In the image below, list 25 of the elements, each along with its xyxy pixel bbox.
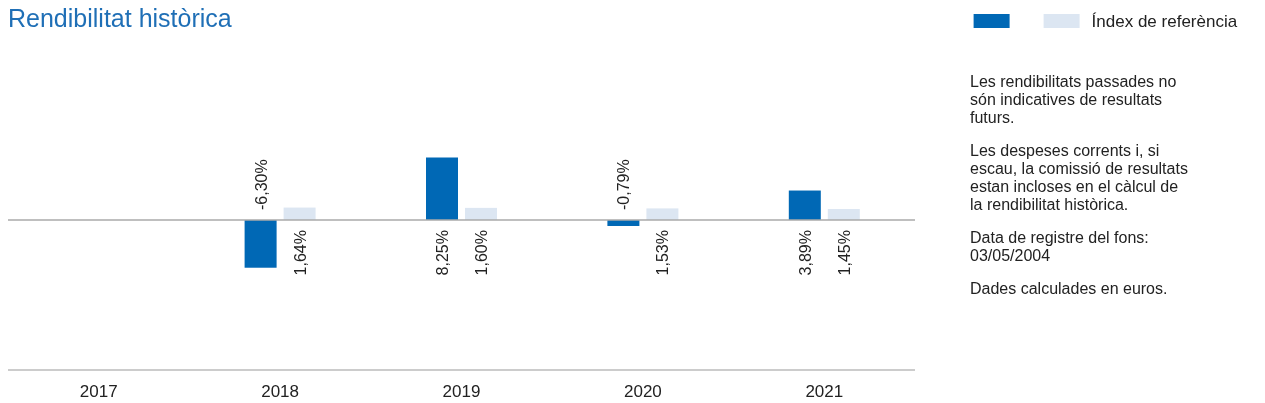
- text: Data de registre del fons: 03/05/2004: [970, 229, 1149, 264]
- chart-title: Rendibilitat històrica: [8, 4, 232, 32]
- legend-label: Índex de referència: [1091, 12, 1238, 31]
- data-label: 1,53%: [654, 230, 672, 276]
- data-label: 1,64%: [291, 230, 309, 276]
- text: Les rendibilitats passades no són indicatives de resultats futurs.: [970, 73, 1177, 126]
- x-tick-label: 2017: [79, 382, 118, 401]
- data-label: 1,60%: [473, 230, 490, 276]
- bar: [426, 157, 458, 220]
- data-label: -6,30%: [252, 159, 270, 210]
- bar: [788, 190, 821, 220]
- data-label: 1,45%: [835, 230, 853, 276]
- x-tick-label: 2020: [623, 382, 662, 401]
- bar: [465, 207, 497, 220]
- bar: [244, 220, 277, 268]
- x-tick-label: 2018: [261, 382, 300, 401]
- text: Les despeses corrents i, si escau, la comissió de resultats estan incloses en el càlcul de la rendibilitat històrica.: [970, 142, 1188, 213]
- data-label: 8,25%: [434, 230, 451, 276]
- bar: [827, 209, 860, 220]
- x-tick-label: 2019: [442, 382, 481, 401]
- data-label: 3,89%: [796, 230, 814, 276]
- x-tick-label: 2021: [805, 382, 844, 401]
- text: Dades calculades en euros.: [970, 280, 1168, 297]
- bar: [646, 208, 679, 220]
- data-label: -0,79%: [615, 159, 633, 210]
